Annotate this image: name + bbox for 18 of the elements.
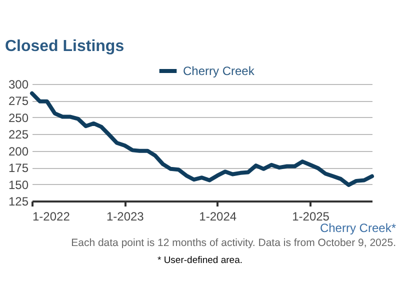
- y-tick-label: 200: [8, 144, 29, 158]
- y-tick-label: 225: [8, 128, 29, 142]
- y-tick-label: 125: [8, 194, 29, 208]
- x-tick-label: 1-2022: [32, 210, 70, 224]
- y-tick-label: 250: [8, 110, 29, 125]
- text: * User-defined area.: [156, 255, 244, 266]
- x-tick-label: 1-2023: [106, 210, 144, 224]
- y-tick-label: 275: [8, 94, 29, 108]
- y-tick-label: 300: [8, 78, 29, 92]
- y-tick-label: 175: [8, 161, 29, 176]
- y-tick-label: 150: [8, 178, 29, 192]
- text: Cherry Creek*: [320, 221, 396, 235]
- line-series: [30, 91, 374, 187]
- legend-label: Cherry Creek: [183, 64, 256, 78]
- x-tick-label: 1-2024: [199, 210, 237, 224]
- text: Each data point is 12 months of activity. Data is from October 9, 2025.: [70, 237, 397, 249]
- chart-title: Closed Listings: [4, 38, 124, 55]
- x-tick-label: 1-2025: [292, 210, 330, 224]
